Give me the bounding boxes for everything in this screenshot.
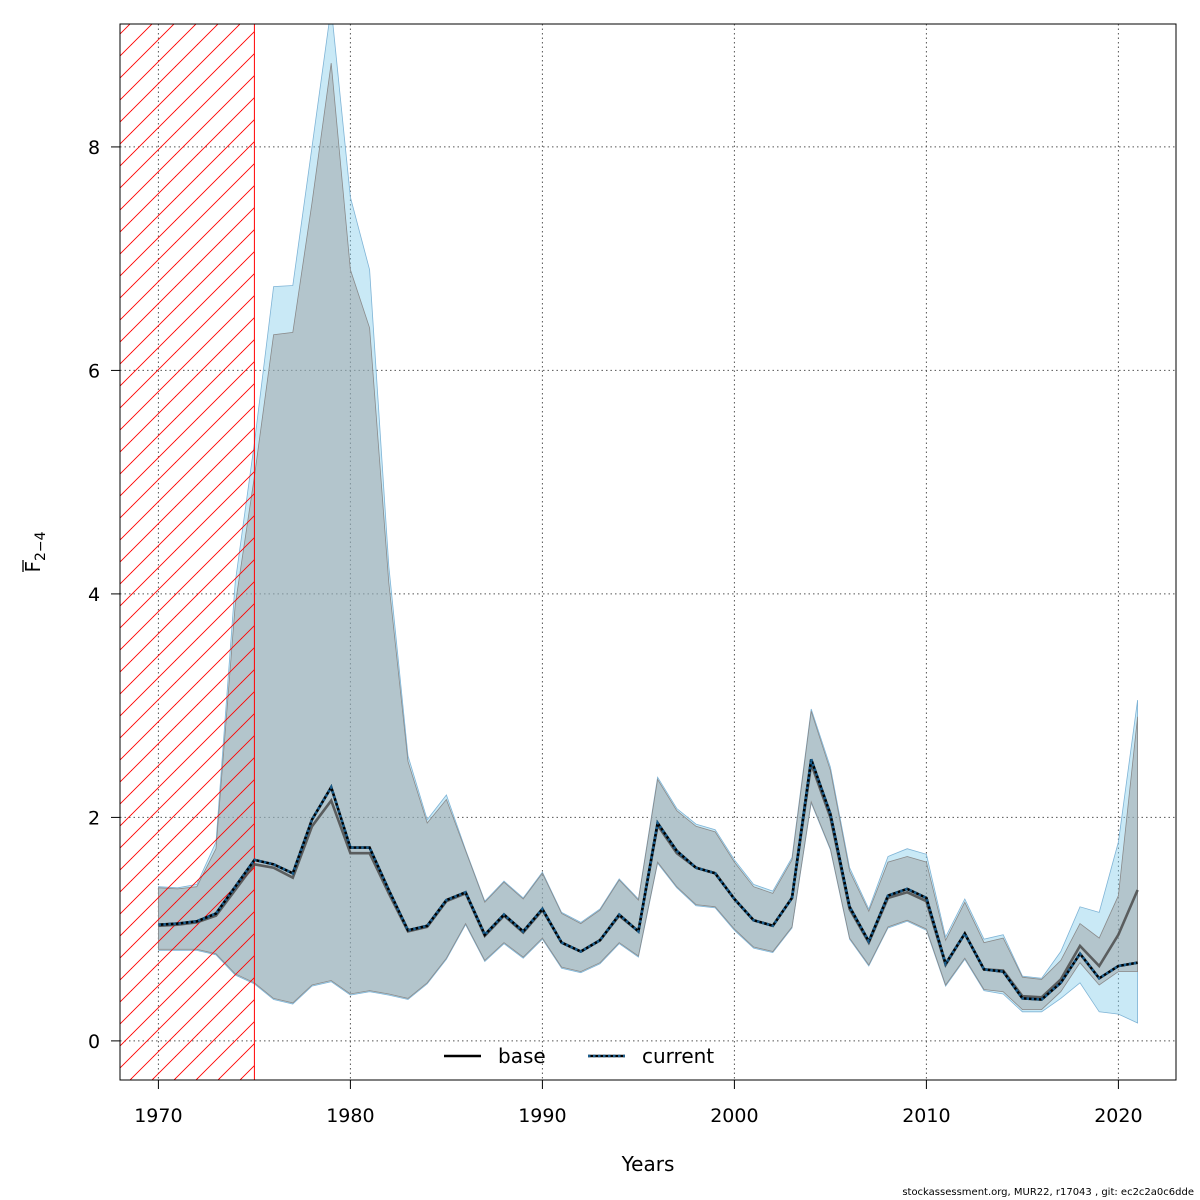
bands [158, 24, 1138, 1024]
x-tick-label: 1980 [326, 1105, 374, 1127]
series-lines [158, 758, 1139, 1001]
x-tick-label: 2010 [902, 1105, 950, 1127]
y-tick-label: 4 [88, 584, 100, 606]
y-tick-label: 8 [88, 137, 100, 159]
legend-label-current: current [642, 1044, 714, 1068]
y-tick-label: 0 [88, 1031, 100, 1053]
footer-credit: stockassessment.org, MUR22, r17043 , git… [902, 1187, 1194, 1198]
legend: base current [444, 1044, 714, 1068]
legend-label-base: base [498, 1044, 546, 1068]
x-tick-label: 2020 [1094, 1105, 1142, 1127]
y-axis: 0 2 4 6 8 [88, 137, 121, 1053]
grid [120, 24, 1176, 1080]
y-axis-title-main: F [21, 561, 45, 573]
y-axis-title: F2−4 [21, 531, 49, 572]
series-line-current-dashes [158, 758, 1138, 1001]
y-tick-label: 6 [88, 360, 100, 382]
y-axis-title-sub: 2−4 [33, 531, 49, 561]
x-tick-label: 2000 [710, 1105, 758, 1127]
svg-text:F2−4: F2−4 [21, 531, 49, 572]
y-tick-label: 2 [88, 807, 100, 829]
x-tick-label: 1990 [518, 1105, 566, 1127]
confidence-band-base [158, 63, 1138, 1010]
confidence-band-current [158, 24, 1138, 1024]
x-tick-label: 1970 [134, 1105, 182, 1127]
x-axis-title: Years [621, 1152, 675, 1176]
x-axis: 1970 1980 1990 2000 2010 2020 [134, 1079, 1143, 1127]
